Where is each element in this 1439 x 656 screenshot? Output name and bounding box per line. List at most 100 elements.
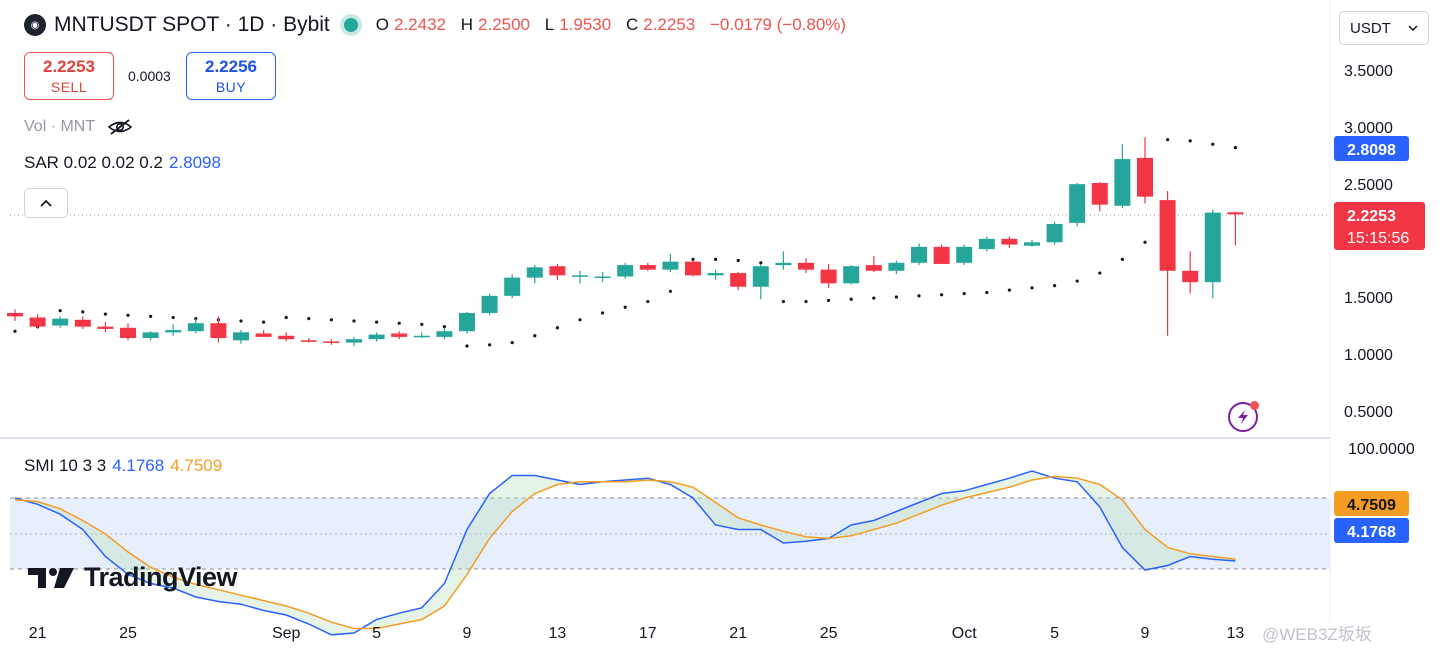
candle[interactable] bbox=[323, 339, 340, 345]
candle-body[interactable] bbox=[7, 312, 23, 317]
candle[interactable] bbox=[368, 332, 385, 342]
candle[interactable] bbox=[233, 330, 249, 344]
candle[interactable] bbox=[74, 316, 91, 329]
candle[interactable] bbox=[617, 262, 634, 279]
candle-body[interactable] bbox=[933, 246, 950, 264]
candle-body[interactable] bbox=[300, 340, 317, 342]
candle[interactable] bbox=[639, 262, 656, 271]
candle[interactable] bbox=[52, 316, 69, 328]
candle[interactable] bbox=[459, 311, 475, 334]
candle-body[interactable] bbox=[798, 262, 814, 270]
candle-body[interactable] bbox=[888, 262, 905, 271]
candle[interactable] bbox=[730, 271, 747, 291]
candle[interactable] bbox=[1024, 240, 1040, 247]
candle[interactable] bbox=[798, 258, 814, 274]
candle[interactable] bbox=[1001, 236, 1018, 248]
candle[interactable] bbox=[1091, 181, 1108, 212]
candle[interactable] bbox=[549, 263, 566, 280]
candle-body[interactable] bbox=[572, 275, 588, 277]
candle[interactable] bbox=[1227, 211, 1244, 246]
volume-legend[interactable]: Vol · MNT bbox=[24, 118, 133, 136]
candle-body[interactable] bbox=[1227, 212, 1244, 215]
candle-body[interactable] bbox=[1114, 159, 1131, 206]
candle-body[interactable] bbox=[97, 326, 114, 329]
candle-body[interactable] bbox=[74, 319, 91, 327]
candle[interactable] bbox=[504, 274, 521, 299]
candle[interactable] bbox=[933, 244, 950, 264]
eye-hidden-icon[interactable] bbox=[107, 118, 133, 136]
candle-body[interactable] bbox=[1001, 238, 1018, 245]
time-axis[interactable]: 21 25 Sep 5 9 13 17 21 25 Oct 5 9 13 bbox=[29, 625, 1245, 642]
symbol-title[interactable]: MNTUSDT SPOT · 1D · Bybit bbox=[54, 13, 330, 36]
candle-body[interactable] bbox=[323, 341, 340, 343]
candle-body[interactable] bbox=[775, 262, 792, 266]
candle[interactable] bbox=[865, 255, 882, 272]
candle-body[interactable] bbox=[549, 266, 566, 276]
candle-body[interactable] bbox=[707, 273, 724, 276]
candle-body[interactable] bbox=[617, 265, 634, 277]
candle-body[interactable] bbox=[685, 261, 701, 276]
candle-body[interactable] bbox=[1069, 184, 1086, 223]
candle[interactable] bbox=[481, 293, 498, 316]
candle-body[interactable] bbox=[594, 276, 611, 278]
candle-body[interactable] bbox=[1046, 224, 1063, 243]
candle-body[interactable] bbox=[210, 323, 227, 339]
candle-body[interactable] bbox=[1024, 242, 1040, 246]
news-flash-icon[interactable] bbox=[1228, 401, 1259, 432]
candle[interactable] bbox=[843, 265, 860, 285]
candle[interactable] bbox=[752, 263, 769, 300]
candle[interactable] bbox=[911, 243, 927, 266]
candle[interactable] bbox=[526, 265, 543, 284]
candle[interactable] bbox=[572, 270, 588, 284]
candle-body[interactable] bbox=[956, 246, 973, 263]
candle[interactable] bbox=[685, 260, 701, 277]
candle-body[interactable] bbox=[278, 335, 295, 340]
candle[interactable] bbox=[255, 330, 272, 337]
candle-body[interactable] bbox=[820, 269, 837, 284]
candle[interactable] bbox=[97, 322, 114, 333]
candle[interactable] bbox=[187, 318, 204, 334]
candle-body[interactable] bbox=[752, 266, 769, 287]
candle[interactable] bbox=[436, 327, 453, 340]
collapse-legend-button[interactable] bbox=[24, 188, 68, 218]
candle[interactable] bbox=[1204, 209, 1221, 299]
sar-legend[interactable]: SAR 0.02 0.02 0.2 2.8098 bbox=[24, 153, 221, 173]
candle[interactable] bbox=[775, 251, 792, 270]
candle-body[interactable] bbox=[843, 266, 860, 284]
candle[interactable] bbox=[594, 271, 611, 283]
candle[interactable] bbox=[120, 323, 136, 341]
currency-select[interactable]: USDT bbox=[1339, 11, 1429, 45]
price-axis[interactable]: 3.5000 3.0000 2.5000 1.5000 1.0000 0.500… bbox=[1334, 63, 1425, 543]
candle-body[interactable] bbox=[911, 246, 927, 263]
candle-body[interactable] bbox=[1204, 212, 1221, 283]
candle-body[interactable] bbox=[165, 330, 182, 333]
candle-series[interactable] bbox=[7, 137, 1244, 347]
candle-body[interactable] bbox=[639, 265, 656, 270]
candle-body[interactable] bbox=[1182, 270, 1199, 283]
candle-body[interactable] bbox=[391, 333, 408, 337]
candle-body[interactable] bbox=[413, 335, 430, 338]
candle-body[interactable] bbox=[526, 267, 543, 278]
candle-body[interactable] bbox=[865, 265, 882, 271]
candle-body[interactable] bbox=[346, 339, 362, 343]
candle-body[interactable] bbox=[142, 332, 159, 339]
candle-body[interactable] bbox=[368, 334, 385, 340]
candle[interactable] bbox=[29, 314, 46, 329]
candle[interactable] bbox=[391, 331, 408, 340]
candle[interactable] bbox=[1137, 137, 1153, 204]
tradingview-logo[interactable]: TradingView bbox=[28, 562, 238, 593]
candle[interactable] bbox=[165, 324, 182, 336]
candle-body[interactable] bbox=[504, 277, 521, 296]
sell-button[interactable]: 2.2253 SELL bbox=[24, 52, 114, 100]
candle-body[interactable] bbox=[1159, 200, 1176, 271]
smi-legend[interactable]: SMI 10 3 3 4.1768 4.7509 bbox=[24, 456, 222, 476]
candle-body[interactable] bbox=[187, 323, 204, 332]
market-open-status-icon[interactable] bbox=[343, 18, 358, 32]
buy-button[interactable]: 2.2256 BUY bbox=[186, 52, 276, 100]
candle-body[interactable] bbox=[1091, 183, 1108, 205]
candle[interactable] bbox=[210, 316, 227, 343]
candle-body[interactable] bbox=[233, 332, 249, 341]
candle-body[interactable] bbox=[978, 238, 995, 250]
candle-body[interactable] bbox=[730, 273, 747, 287]
